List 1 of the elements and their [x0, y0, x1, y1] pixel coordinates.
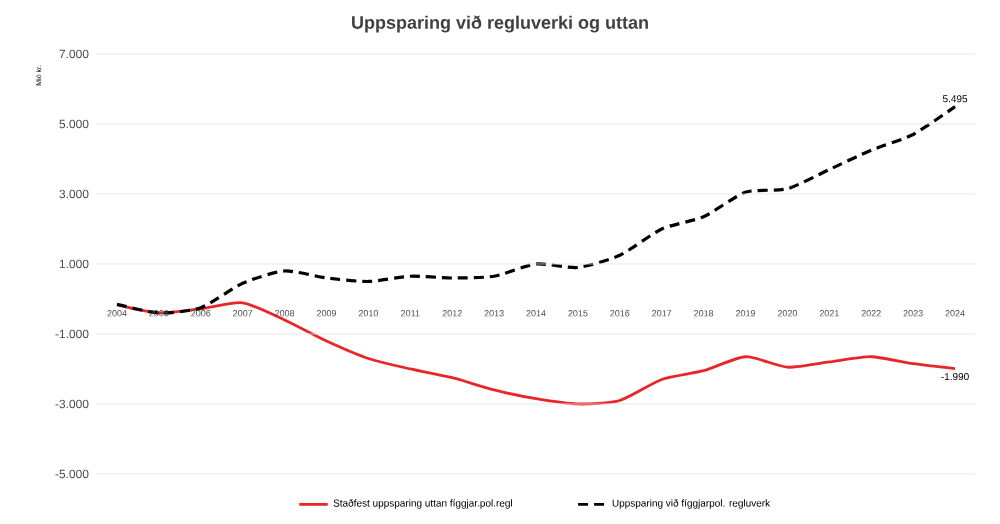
chart-title: Uppsparing við regluverki og uttan — [352, 15, 648, 33]
